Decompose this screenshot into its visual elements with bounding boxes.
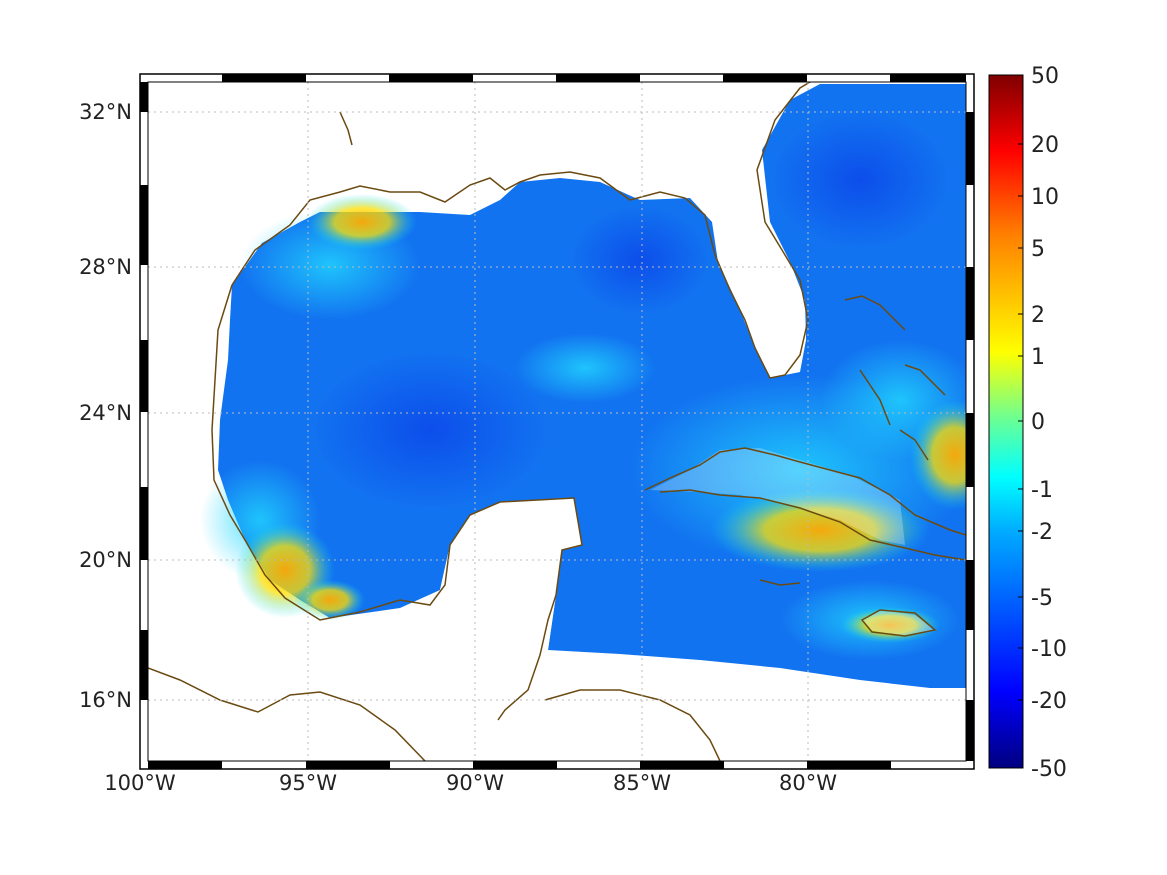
x-tick-label: 85°W [613,771,671,795]
field-warm-bahamas [910,400,966,510]
x-tick-label: 80°W [779,771,837,795]
colorbar-tick-label: 2 [1031,303,1045,328]
colorbar-tick-label: -10 [1031,637,1067,662]
colorbar-tick-label: 1 [1031,345,1045,370]
field-warm-louisiana [307,194,417,250]
colorbar-tick-label: -20 [1031,689,1067,714]
field-dark-atlantic [770,110,950,250]
coastlines [148,82,966,761]
field-dark-loop [570,205,710,315]
field-cyan-center [515,333,655,403]
map-frame [139,73,975,770]
jamaica-land [862,610,935,636]
colorbar-tick-label: -50 [1031,757,1067,782]
field-warm-cuba-south [710,488,930,572]
colorbar-tick-label: 5 [1031,237,1045,262]
y-tick-label: 24°N [79,401,132,425]
y-axis-labels: 32°N 28°N 24°N 20°N 16°N [79,100,132,712]
colorbar-tick-label: -1 [1031,478,1053,503]
x-tick-label: 95°W [279,771,337,795]
field-warm-campeche2 [295,580,365,620]
x-axis-labels: 100°W 95°W 90°W 85°W 80°W [104,771,837,795]
field-dark-gulf [310,350,550,510]
colorbar-gradient [988,74,1024,769]
y-tick-label: 16°N [79,688,132,712]
colorbar-tick-label: 20 [1031,133,1059,158]
colorbar-tick-label: -5 [1031,586,1053,611]
central-america-land [148,670,430,761]
graticule [148,82,966,761]
cuba-land [650,448,905,545]
y-tick-label: 32°N [79,100,132,124]
x-tick-label: 100°W [104,771,176,795]
colorbar-tick-label: 0 [1031,410,1045,435]
colorbar-tick-label: 10 [1031,185,1059,210]
x-tick-label: 90°W [446,771,504,795]
colorbar-tick-label: 50 [1031,64,1059,89]
colorbar-tick-label: -2 [1031,520,1053,545]
map-plot-area [148,82,966,761]
yucatan-land [400,498,582,761]
y-tick-label: 28°N [79,255,132,279]
y-tick-label: 20°N [79,548,132,572]
